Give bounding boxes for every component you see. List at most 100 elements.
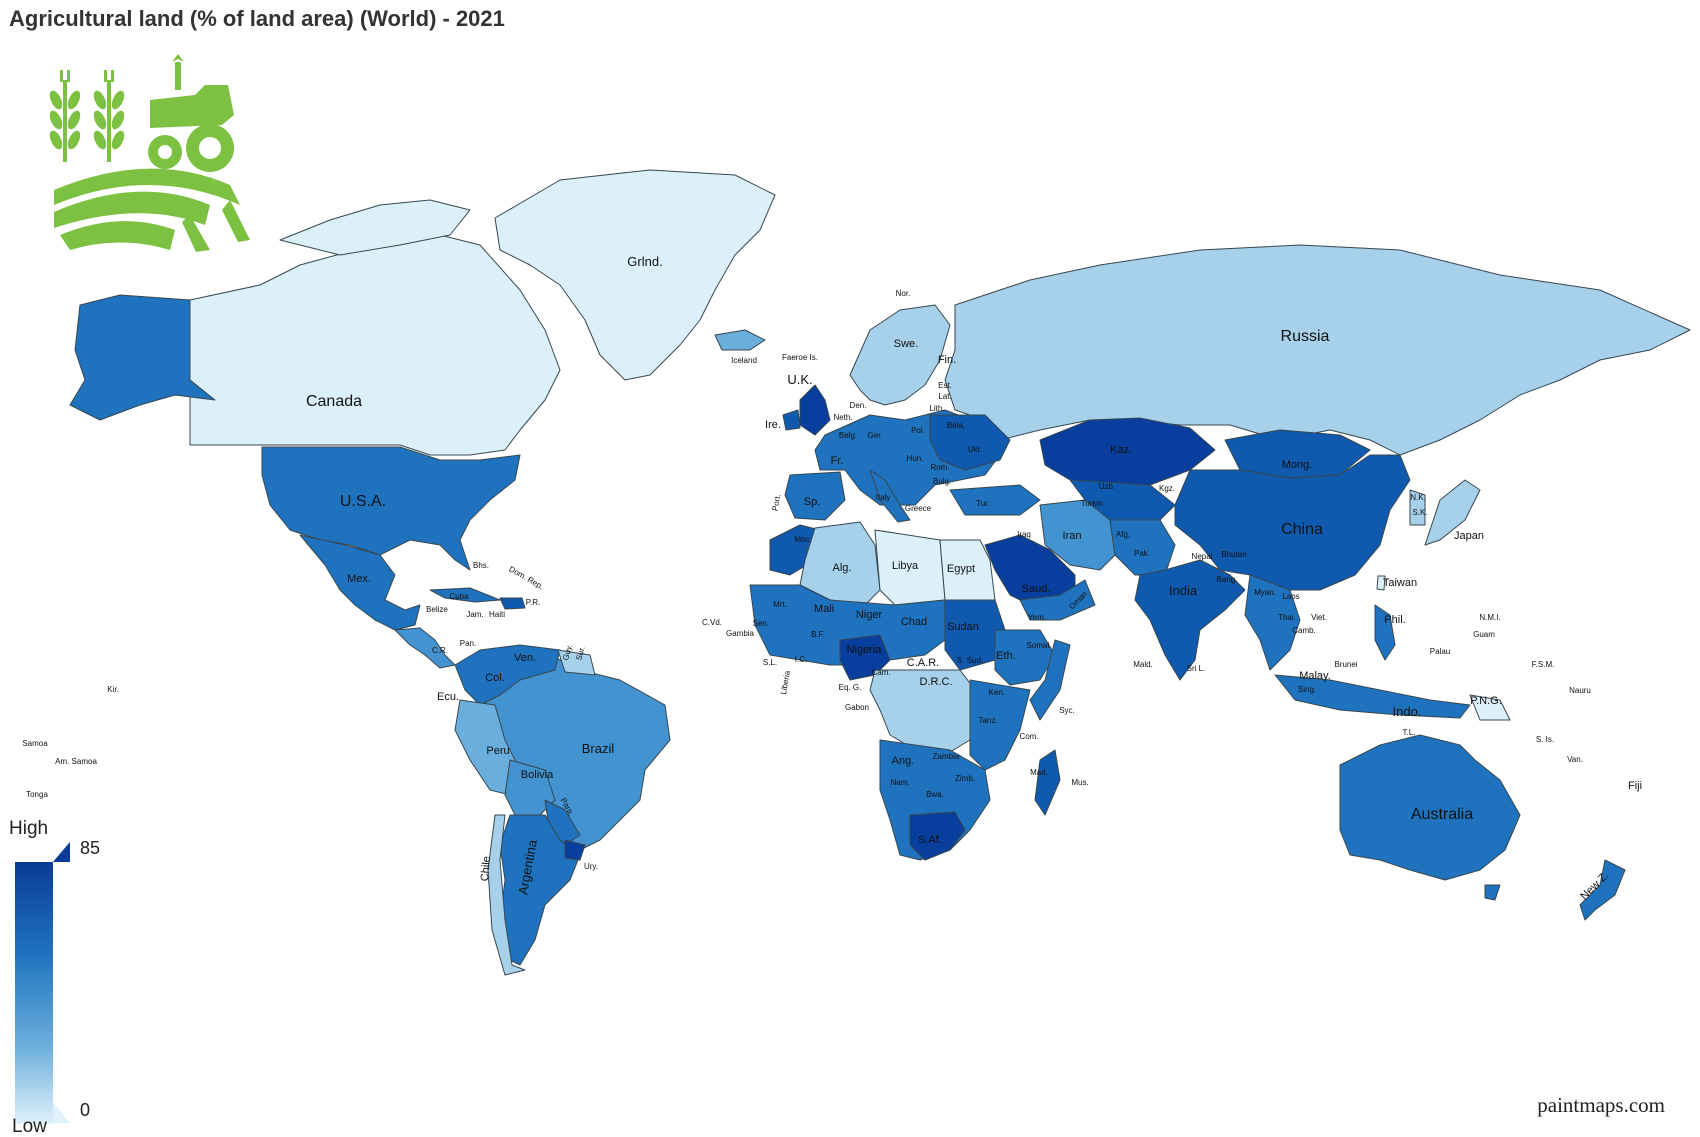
label-ireland: Ire. [765,419,781,431]
label-bulgaria: Bulg. [933,477,951,486]
label-iran: Iran [1063,530,1082,542]
country-png[interactable] [1469,694,1511,721]
label-belgium: Belg. [839,431,857,440]
country-afghanistan-pakistan[interactable] [1109,519,1176,576]
country-argentina[interactable] [499,814,581,966]
label-portugal: Port. [771,493,783,511]
country-new-zealand[interactable] [1579,859,1626,921]
country-egypt[interactable] [939,539,996,601]
west-africa-sahel[interactable] [749,584,946,666]
label-colombia: Col. [485,672,505,684]
country-somalia[interactable] [1029,639,1071,721]
label-russia: Russia [1281,328,1330,345]
label-nigeria: Nigeria [847,644,883,656]
label-romania: Rom. [930,463,949,472]
southeast-asia[interactable] [1244,574,1301,671]
country-canada[interactable] [189,229,561,456]
label-madagascar: Mad. [1030,768,1048,777]
label-france: Fr. [831,455,844,467]
label-laos: Laos [1282,592,1299,601]
country-philippines[interactable] [1374,604,1396,661]
legend-low-label: Low [12,1116,47,1137]
label-kyrgyzstan: Kgz. [1159,484,1175,493]
east-africa[interactable] [969,679,1031,771]
country-chile[interactable] [487,814,526,976]
label-dominican: Dom. Rep. [507,564,545,591]
country-italy[interactable] [869,469,911,523]
country-greenland[interactable] [494,169,776,381]
label-zambia: Zambia [933,752,960,761]
label-turkmenistan: Turkm. [1081,499,1106,508]
label-american-samoa: Am. Samoa [55,757,97,766]
country-uk[interactable] [799,384,831,436]
label-vanuatu: Van. [1567,755,1583,764]
label-maldives: Mald. [1133,660,1153,669]
country-japan[interactable] [1424,479,1481,546]
country-uruguay[interactable] [564,839,586,861]
label-niger: Niger [856,609,883,621]
label-india: India [1169,583,1198,598]
label-taiwan: Taiwan [1383,577,1417,589]
credit-text[interactable]: paintmaps.com [1537,1093,1665,1117]
label-afghanistan: Afg. [1116,530,1130,539]
label-china: China [1281,521,1323,538]
label-turkey: Tur. [976,499,989,508]
country-ukraine-belarus[interactable] [929,414,1011,471]
country-iceland[interactable] [714,329,766,351]
country-scandinavia[interactable] [849,304,951,406]
label-south-sudan: S. Sud. [957,656,983,665]
country-ireland[interactable] [782,409,801,431]
label-kazakhstan: Kaz. [1110,444,1132,456]
label-japan: Japan [1454,530,1484,542]
country-india[interactable] [1134,559,1246,681]
label-estonia: Est. [938,381,952,390]
label-guyana: Guy. [561,643,574,661]
label-mali: Mali [814,603,834,615]
label-nepal: Nepal [1192,552,1213,561]
label-gambia: Gambia [726,629,755,638]
country-china[interactable] [1174,454,1411,591]
label-netherlands: Neth. [833,413,852,422]
country-russia[interactable] [944,244,1691,456]
label-spain: Sp. [804,496,821,508]
label-saudi: Saud. [1022,583,1051,595]
country-hispaniola[interactable] [499,597,526,610]
label-sudan: Sudan [947,621,979,633]
country-australia[interactable] [1339,734,1521,881]
label-philippines: Phil. [1384,614,1405,626]
country-south-africa[interactable] [909,811,966,861]
label-brunei: Brunei [1334,660,1357,669]
country-alaska[interactable] [69,294,216,421]
label-iceland: Iceland [731,356,757,365]
label-poland: Pol. [911,426,925,435]
label-italy: Italy [876,493,891,502]
label-uzbekistan: Uzb. [1099,482,1115,491]
label-puerto-rico: P.R. [526,598,541,607]
label-panama: Pan. [460,639,476,648]
country-turkey[interactable] [949,484,1041,516]
label-costa-rica: C.R. [432,646,448,655]
farm-tractor-wheat-icon [49,54,250,252]
country-korea[interactable] [1409,489,1426,526]
label-malaysia: Malay. [1299,670,1331,682]
country-iberia[interactable] [784,471,846,521]
country-colombia-venezuela[interactable] [454,644,561,706]
label-eq-guinea: Eq. G. [839,683,862,692]
country-usa[interactable] [261,446,521,571]
label-sweden: Swe. [894,338,918,350]
country-taiwan[interactable] [1376,575,1386,591]
country-madagascar[interactable] [1034,749,1061,816]
label-fiji: Fiji [1628,780,1642,792]
country-indonesia[interactable] [1274,674,1471,719]
label-comoros: Com. [1019,732,1038,741]
country-mexico[interactable] [299,534,421,631]
label-canada: Canada [306,393,362,410]
label-car: C.A.R. [907,657,939,669]
label-png: P.N.G. [1470,695,1502,707]
country-yemen-oman[interactable] [1019,579,1096,621]
label-norway: Nor. [896,289,911,298]
label-seychelles: Syc. [1059,706,1075,715]
country-ethiopia[interactable] [994,629,1056,686]
country-guyanas[interactable] [557,649,596,676]
country-cuba[interactable] [429,587,501,603]
